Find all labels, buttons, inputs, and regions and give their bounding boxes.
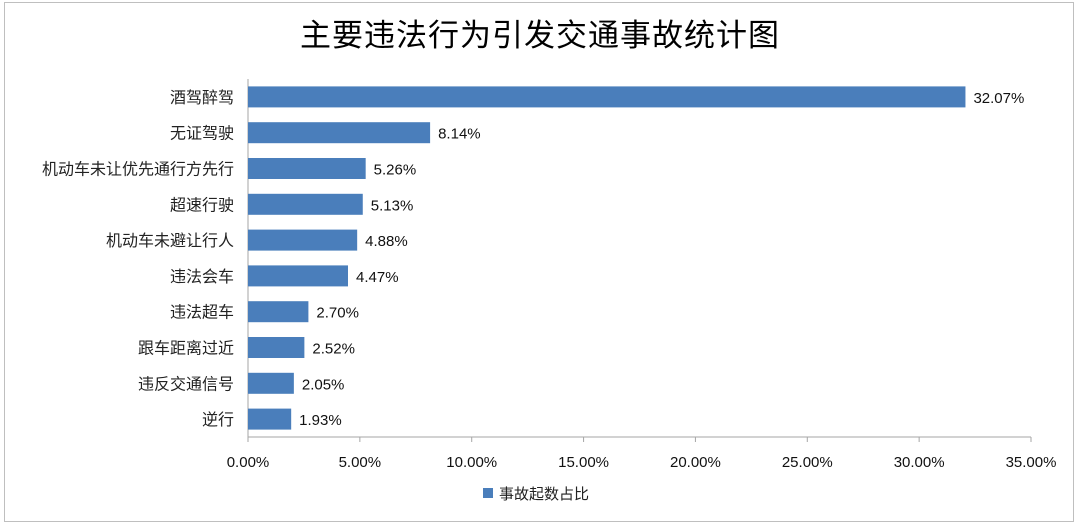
category-label: 无证驾驶 bbox=[170, 124, 234, 143]
category-label: 违法超车 bbox=[170, 303, 234, 322]
data-label: 2.70% bbox=[316, 305, 359, 322]
x-tick-label: 25.00% bbox=[782, 454, 833, 471]
data-label: 4.88% bbox=[365, 233, 408, 250]
category-label: 超速行驶 bbox=[170, 195, 234, 214]
category-label: 逆行 bbox=[202, 410, 234, 429]
data-label: 5.26% bbox=[374, 162, 417, 179]
x-tick-label: 10.00% bbox=[446, 454, 497, 471]
bar bbox=[248, 158, 366, 179]
data-label: 8.14% bbox=[438, 126, 481, 143]
data-label: 2.05% bbox=[302, 376, 345, 393]
data-label: 1.93% bbox=[299, 412, 342, 429]
x-tick-label: 15.00% bbox=[558, 454, 609, 471]
category-label: 酒驾醉驾 bbox=[170, 88, 234, 107]
x-tick-label: 0.00% bbox=[227, 454, 270, 471]
bar bbox=[248, 337, 305, 358]
bar bbox=[248, 372, 294, 394]
category-label: 机动车未避让行人 bbox=[106, 231, 234, 250]
legend-swatch bbox=[483, 488, 493, 498]
chart-title: 主要违法行为引发交通事故统计图 bbox=[300, 18, 780, 54]
bar bbox=[248, 193, 363, 215]
data-label: 2.52% bbox=[312, 341, 355, 358]
bar bbox=[248, 86, 966, 108]
x-tick-label: 20.00% bbox=[670, 454, 721, 471]
data-label: 32.07% bbox=[973, 90, 1024, 107]
x-tick-label: 35.00% bbox=[1006, 454, 1057, 471]
x-tick-label: 30.00% bbox=[894, 454, 945, 471]
legend-label: 事故起数占比 bbox=[499, 485, 589, 503]
bar bbox=[248, 301, 309, 323]
category-label: 违法会车 bbox=[170, 267, 234, 286]
category-label: 违反交通信号 bbox=[138, 374, 234, 393]
bar bbox=[248, 265, 349, 287]
bar bbox=[248, 408, 292, 430]
bar bbox=[248, 122, 431, 144]
category-label: 跟车距离过近 bbox=[138, 339, 234, 358]
data-label: 5.13% bbox=[371, 197, 414, 214]
bar bbox=[248, 229, 358, 251]
x-tick-label: 5.00% bbox=[339, 454, 382, 471]
category-label: 机动车未让优先通行方先行 bbox=[42, 160, 234, 179]
data-label: 4.47% bbox=[356, 269, 399, 286]
